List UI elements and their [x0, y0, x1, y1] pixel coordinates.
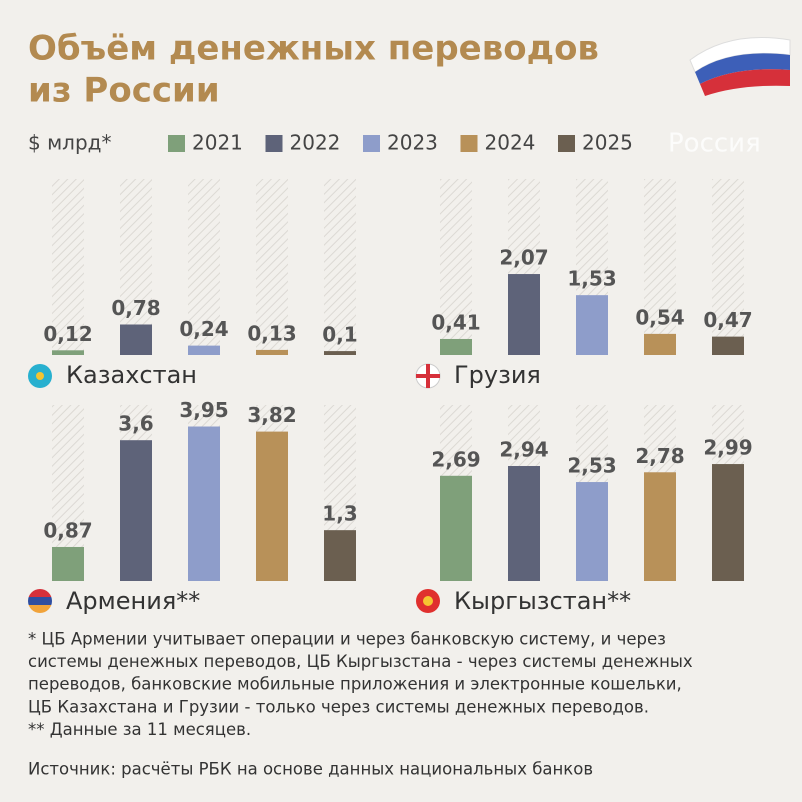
footnote: * ЦБ Армении учитывает операции и через … [28, 630, 666, 649]
flags [28, 363, 441, 613]
value-label: 0,47 [703, 308, 752, 332]
value-label: 0,54 [635, 305, 684, 329]
legend-swatch [168, 135, 185, 152]
footnote: системы денежных переводов, ЦБ Кыргызста… [28, 652, 693, 671]
legend-label: 2024 [485, 131, 536, 155]
bar [52, 350, 84, 355]
hatch-column [188, 179, 220, 355]
bar [256, 431, 288, 581]
country-label: Казахстан [66, 361, 197, 389]
legend-label: 2023 [387, 131, 438, 155]
hatch-column [712, 179, 744, 355]
value-label: 2,07 [499, 246, 548, 270]
bar [644, 472, 676, 581]
country-label: Грузия [454, 361, 541, 389]
bar [440, 338, 472, 355]
hatch-column [440, 179, 472, 355]
bar [644, 333, 676, 355]
value-label: 0,87 [43, 518, 92, 542]
country-label: Армения** [66, 587, 200, 615]
bar [576, 295, 608, 355]
bar [508, 466, 540, 581]
legend-label: 2022 [290, 131, 341, 155]
bar [188, 345, 220, 355]
bar [188, 426, 220, 581]
value-label: 0,24 [179, 317, 228, 341]
value-label: 2,94 [499, 438, 548, 462]
bar [120, 440, 152, 581]
value-label: 3,82 [247, 403, 296, 427]
value-label: 2,99 [703, 436, 752, 460]
bar [712, 336, 744, 355]
hatch-column [256, 179, 288, 355]
footnote: ЦБ Казахстана и Грузии - только через си… [28, 697, 649, 716]
footnote: переводов, банковские мобильные приложен… [28, 675, 682, 694]
bar [712, 464, 744, 581]
value-label: 2,53 [567, 454, 616, 478]
legend-label: 2025 [582, 131, 633, 155]
legend-swatch [460, 135, 478, 152]
unit-label: $ млрд* [28, 131, 111, 155]
legend-swatch [265, 135, 283, 152]
russian-flag-ribbon [689, 37, 791, 96]
hatch-column [644, 179, 676, 355]
hatch-column [324, 179, 356, 355]
legend-swatch [558, 135, 575, 152]
value-label: 2,78 [635, 444, 684, 468]
legend-swatch [363, 135, 380, 152]
watermark: Россия [668, 129, 761, 159]
legend-label: 2021 [192, 131, 243, 155]
value-label: 3,6 [118, 412, 153, 436]
footnote: ** Данные за 11 месяцев. [28, 720, 251, 739]
bar [324, 351, 356, 355]
bar [508, 274, 540, 355]
value-label: 0,78 [111, 296, 160, 320]
source: Источник: расчёты РБК на основе данных н… [28, 760, 593, 779]
value-label: 1,3 [322, 502, 357, 526]
value-label: 0,1 [322, 323, 357, 347]
value-label: 3,95 [179, 398, 228, 422]
bar [576, 482, 608, 581]
bar [52, 546, 84, 581]
bar [324, 530, 356, 581]
title-line: Объём денежных переводов [28, 29, 599, 69]
title-line: из России [28, 71, 220, 111]
bar [256, 349, 288, 355]
value-label: 1,53 [567, 267, 616, 291]
value-label: 0,41 [431, 310, 480, 334]
value-label: 0,13 [247, 321, 296, 345]
bar [440, 475, 472, 581]
hatch-column [52, 179, 84, 355]
value-label: 2,69 [431, 447, 480, 471]
value-label: 0,12 [43, 322, 92, 346]
country-label: Кыргызстан** [454, 587, 631, 615]
bar [120, 324, 152, 355]
